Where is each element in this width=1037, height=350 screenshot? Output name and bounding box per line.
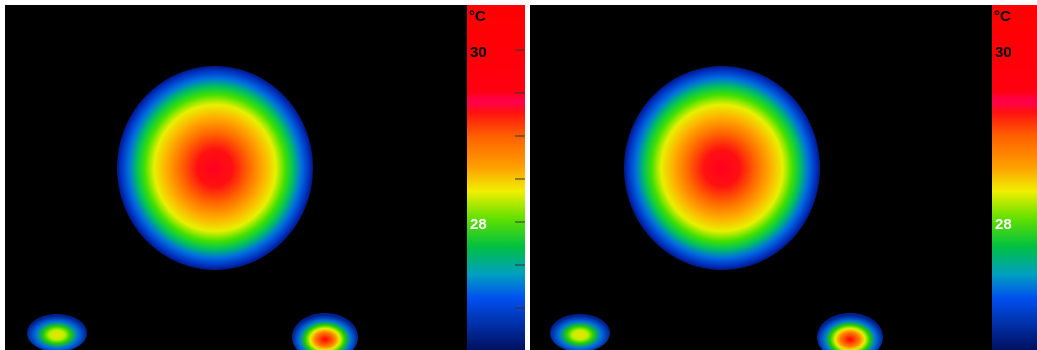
scale-label: 30 [995,44,1012,61]
thermal-view: °C 30 28 °C 30 28 [0,0,1037,350]
heat-spot [117,66,313,270]
heat-spot [624,66,820,270]
scale-label: 28 [470,216,487,233]
scale-label: 28 [995,216,1012,233]
panel: °C 30 28 [530,5,1037,350]
scale-label: 30 [470,44,487,61]
unit-label: °C [469,8,486,25]
unit-label: °C [994,8,1011,25]
panel: °C 30 28 [5,5,525,350]
